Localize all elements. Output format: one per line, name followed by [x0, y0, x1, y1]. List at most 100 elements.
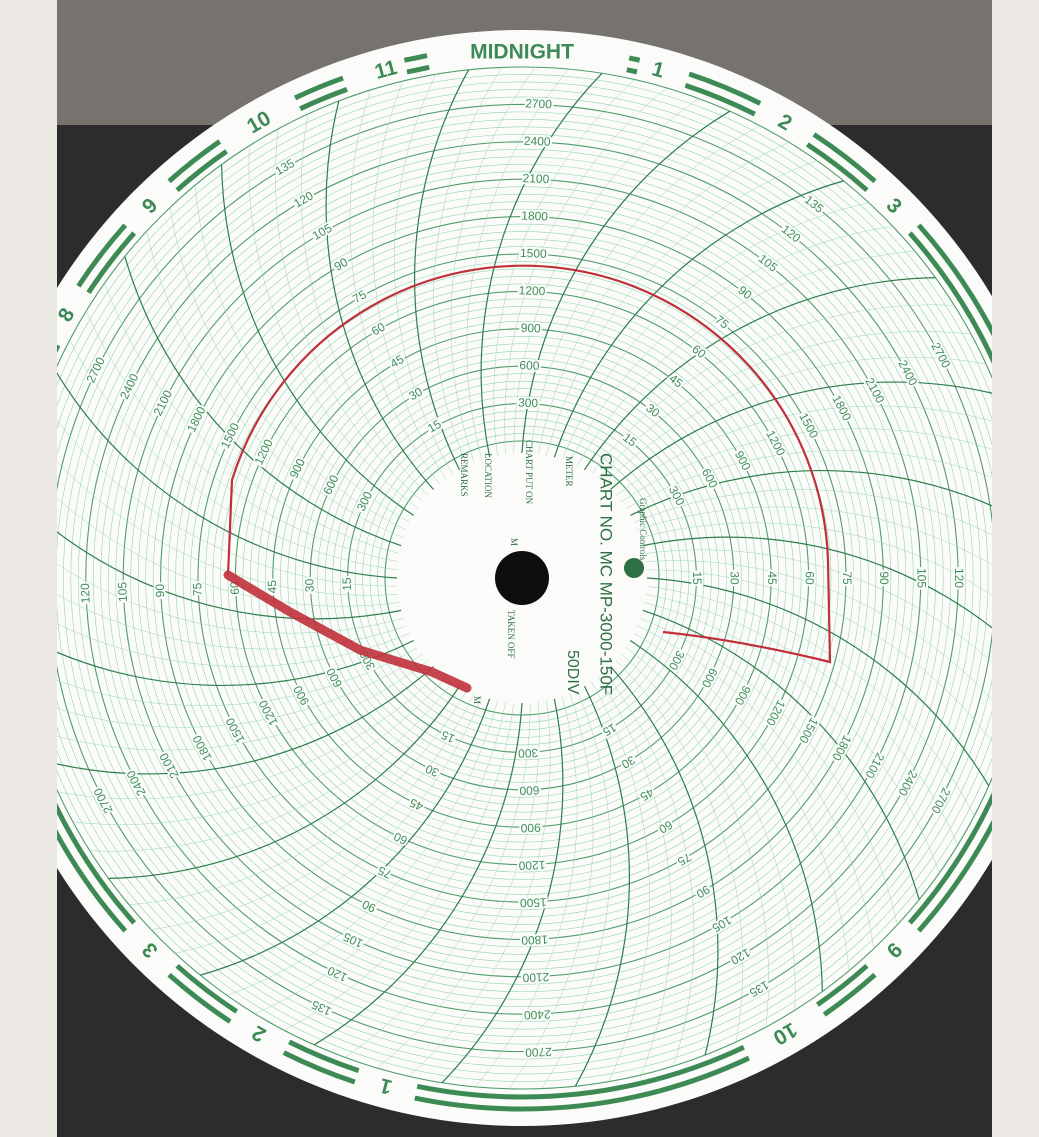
time-line	[591, 681, 650, 1082]
temperature-label: 105	[915, 568, 929, 588]
time-line	[325, 100, 435, 491]
time-line	[637, 625, 874, 949]
time-line	[493, 79, 635, 456]
hour-band	[979, 819, 992, 845]
pressure-label: 2100	[522, 171, 549, 186]
pressure-label: 1800	[521, 933, 548, 948]
time-line	[175, 696, 483, 954]
hour-band	[294, 75, 344, 101]
time-line	[275, 128, 423, 503]
hour-band	[57, 344, 61, 354]
time-line	[413, 69, 470, 471]
minor-ring	[57, 89, 992, 1067]
hour-band	[521, 1088, 661, 1112]
hour-band	[907, 231, 974, 320]
time-line	[57, 660, 429, 751]
hour-band	[9, 340, 47, 441]
time-line	[376, 701, 540, 1069]
time-line	[146, 231, 404, 539]
hour-band	[57, 829, 65, 845]
pressure-label: 1500	[519, 895, 546, 910]
time-line	[625, 647, 796, 1011]
time-line	[86, 310, 399, 562]
time-line	[89, 681, 453, 852]
time-line	[221, 164, 415, 516]
trace-smear	[223, 570, 472, 693]
time-line	[645, 594, 958, 846]
hour-band	[414, 1095, 523, 1112]
time-line	[584, 277, 936, 471]
pressure-label: 2400	[523, 1007, 550, 1022]
minor-ring	[339, 395, 705, 761]
time-line	[561, 202, 869, 460]
meter-field: METER	[564, 456, 574, 487]
minor-ring	[190, 246, 854, 910]
time-line	[521, 110, 731, 454]
minor-ring	[182, 238, 862, 918]
minor-ring	[78, 134, 966, 1022]
hour-band	[684, 83, 756, 117]
pressure-label: 2400	[524, 134, 551, 149]
time-line	[640, 617, 898, 925]
hour-band	[403, 53, 428, 63]
time-line	[57, 563, 404, 634]
hour-band	[812, 132, 877, 184]
time-line	[283, 702, 515, 1031]
minor-ring	[220, 276, 824, 880]
hour-band	[86, 231, 137, 295]
time-line	[634, 489, 992, 536]
minor-ring	[57, 81, 992, 1075]
minor-ring	[377, 433, 667, 723]
time-line	[646, 569, 992, 743]
hour-band	[416, 1083, 523, 1100]
time-line	[475, 696, 578, 1088]
temperature-label: 30	[728, 571, 742, 585]
pressure-label: 900	[520, 821, 541, 836]
hour-band	[805, 142, 869, 193]
time-line	[254, 701, 506, 1014]
major-ring	[309, 365, 735, 791]
time-line	[591, 304, 955, 475]
time-line	[372, 81, 447, 479]
time-line	[644, 602, 940, 874]
hour-band	[521, 1076, 657, 1100]
temperature-label: 105	[115, 581, 130, 602]
hour-band	[1035, 441, 1039, 578]
hour-band	[76, 223, 128, 288]
time-line	[57, 665, 435, 775]
time-line	[629, 640, 823, 992]
hour-band	[816, 963, 869, 1007]
minor-ring	[265, 321, 779, 835]
hour-band	[0, 578, 9, 715]
minor-ring	[332, 388, 712, 768]
time-line	[57, 371, 398, 579]
hour-band	[969, 792, 992, 839]
time-line	[57, 497, 400, 607]
time-line	[569, 226, 893, 463]
hour-band	[175, 149, 228, 193]
taken-off-field: TAKEN OFF	[506, 610, 516, 659]
time-line	[615, 660, 744, 1043]
time-line	[513, 98, 700, 454]
hour-band	[979, 311, 992, 337]
hour-band	[916, 223, 985, 314]
time-line	[57, 653, 423, 728]
put-on-field: CHART PUT ON	[524, 440, 534, 505]
pressure-label: 2700	[525, 96, 552, 111]
hour-band	[288, 1039, 360, 1073]
time-line	[151, 693, 475, 930]
minor-ring	[145, 201, 899, 955]
major-ring	[160, 216, 884, 940]
minor-ring	[57, 74, 992, 1082]
hour-band	[167, 972, 232, 1024]
minor-ring	[130, 186, 914, 970]
time-line	[553, 180, 844, 458]
major-ring	[122, 178, 922, 978]
hour-band	[1035, 578, 1039, 715]
pressure-label: 2700	[525, 1045, 552, 1060]
time-line	[226, 700, 498, 996]
major-ring	[347, 403, 697, 753]
recorded-trace	[223, 264, 832, 693]
hour-band	[626, 67, 638, 75]
